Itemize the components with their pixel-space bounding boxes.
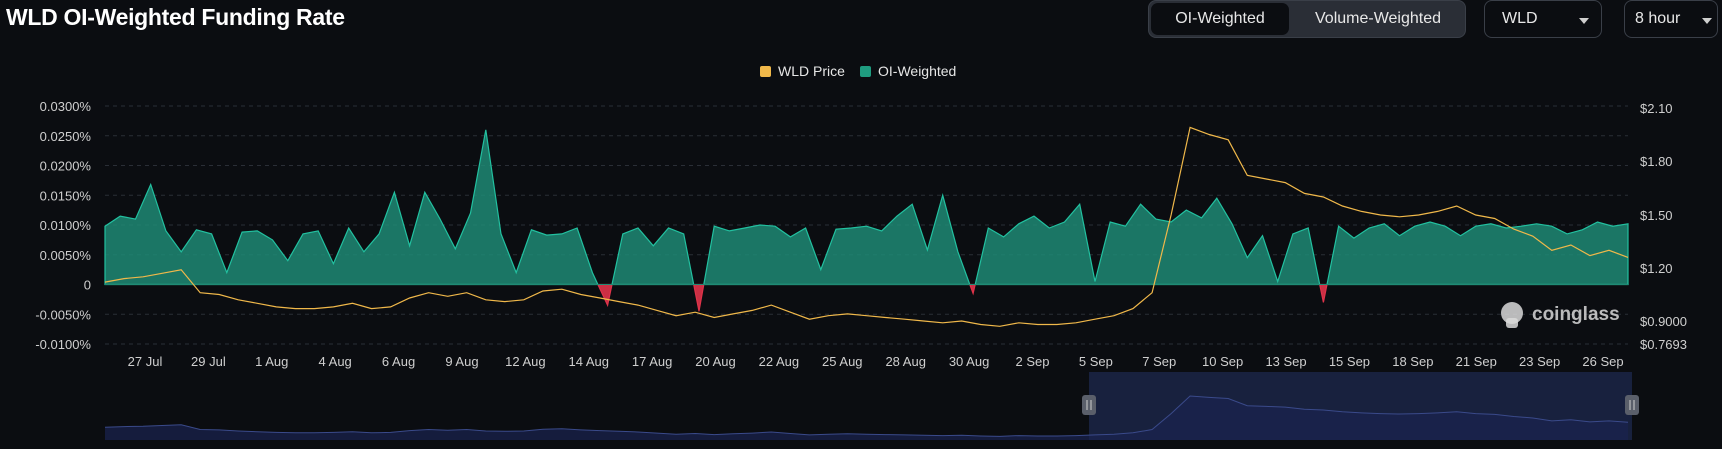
- legend-label: OI-Weighted: [878, 63, 956, 79]
- oi-area-negative: [597, 283, 613, 308]
- symbol-select[interactable]: WLD: [1484, 0, 1602, 38]
- y-tick-label: 0: [84, 278, 91, 293]
- x-tick-label: 22 Aug: [759, 354, 800, 369]
- x-tick-label: 4 Aug: [319, 354, 352, 369]
- toggle-oi-weighted[interactable]: OI-Weighted: [1151, 3, 1289, 35]
- oi-area-positive: [104, 129, 599, 286]
- y-right-tick-label: $1.50: [1640, 208, 1673, 223]
- x-tick-label: 15 Sep: [1329, 354, 1370, 369]
- symbol-select-value: WLD: [1502, 10, 1538, 27]
- coinglass-watermark-text: coinglass: [1532, 304, 1620, 325]
- oi-area-positive: [1326, 221, 1629, 286]
- interval-select[interactable]: 8 hour: [1624, 0, 1718, 38]
- x-tick-label: 29 Jul: [191, 354, 226, 369]
- x-axis: 27 Jul 29 Jul 1 Aug 4 Aug 6 Aug 9 Aug 12 Aug 14…: [128, 354, 1624, 369]
- oi-area-positive: [611, 227, 695, 286]
- y-tick-label: 0.0200%: [40, 159, 92, 174]
- x-tick-label: 2 Sep: [1015, 354, 1049, 369]
- chart-grid: [105, 105, 1628, 345]
- x-tick-label: 17 Aug: [632, 354, 673, 369]
- coinglass-logo-icon: [1501, 302, 1523, 324]
- coinglass-logo-icon-base: [1506, 318, 1518, 328]
- y-tick-label: 0.0300%: [40, 99, 92, 114]
- wld-price-line: [104, 126, 1629, 327]
- brush-handle-left[interactable]: [1082, 395, 1096, 415]
- y-tick-label: 0.0150%: [40, 188, 92, 203]
- y-right-tick-label: $1.80: [1640, 154, 1673, 169]
- oi-area-negative: [968, 283, 976, 296]
- x-tick-label: 1 Aug: [255, 354, 288, 369]
- chart-legend: WLD Price OI-Weighted: [760, 63, 956, 79]
- brush-line: [104, 395, 1629, 437]
- weighting-toggle[interactable]: OI-Weighted Volume-Weighted: [1148, 0, 1466, 38]
- y-right-tick-label: $0.7693: [1640, 337, 1687, 352]
- coinglass-watermark: coinglass: [1501, 302, 1620, 328]
- oi-weighted-series: [104, 129, 1629, 312]
- x-tick-label: 20 Aug: [695, 354, 736, 369]
- y-tick-label: 0.0050%: [40, 248, 92, 263]
- y-tick-label: 0.0100%: [40, 218, 92, 233]
- x-tick-label: 27 Jul: [128, 354, 163, 369]
- x-tick-label: 5 Sep: [1079, 354, 1113, 369]
- x-tick-label: 26 Sep: [1582, 354, 1623, 369]
- y-axis-left: 0.0300% 0.0250% 0.0200% 0.0150% 0.0100% 0.005…: [35, 99, 91, 352]
- x-tick-label: 18 Sep: [1392, 354, 1433, 369]
- wld-price-series: [104, 126, 1629, 327]
- y-right-tick-label: $2.10: [1640, 101, 1673, 116]
- x-tick-label: 6 Aug: [382, 354, 415, 369]
- x-tick-label: 23 Sep: [1519, 354, 1560, 369]
- legend-swatch: [760, 66, 771, 77]
- x-tick-label: 14 Aug: [568, 354, 609, 369]
- x-tick-label: 9 Aug: [445, 354, 478, 369]
- brush-handle-right[interactable]: [1625, 395, 1639, 415]
- x-tick-label: 25 Aug: [822, 354, 863, 369]
- oi-area-positive: [703, 193, 971, 286]
- interval-select-value: 8 hour: [1635, 10, 1681, 27]
- brush-area: [105, 396, 1628, 440]
- x-tick-label: 28 Aug: [885, 354, 926, 369]
- legend-swatch: [860, 66, 871, 77]
- x-tick-label: 10 Sep: [1202, 354, 1243, 369]
- y-right-tick-label: $0.9000: [1640, 314, 1687, 329]
- page-title: WLD OI-Weighted Funding Rate: [6, 4, 345, 30]
- range-brush[interactable]: [104, 372, 1639, 440]
- oi-area-positive: [974, 197, 1321, 286]
- x-tick-label: 7 Sep: [1142, 354, 1176, 369]
- x-tick-label: 21 Sep: [1456, 354, 1497, 369]
- toggle-volume-weighted[interactable]: Volume-Weighted: [1315, 10, 1441, 27]
- y-tick-label: 0.0250%: [40, 129, 92, 144]
- oi-area-negative: [1318, 283, 1328, 303]
- y-right-tick-label: $1.20: [1640, 261, 1673, 276]
- oi-area-negative: [693, 283, 705, 312]
- x-tick-label: 30 Aug: [949, 354, 990, 369]
- y-tick-label: -0.0050%: [35, 307, 91, 322]
- chevron-down-icon: [1579, 18, 1589, 24]
- y-axis-right: $2.10 $1.80 $1.50 $1.20 $0.9000 $0.7693: [1640, 101, 1687, 352]
- x-tick-label: 12 Aug: [505, 354, 546, 369]
- x-tick-label: 13 Sep: [1265, 354, 1306, 369]
- chevron-down-icon: [1702, 18, 1712, 24]
- y-tick-label: -0.0100%: [35, 337, 91, 352]
- legend-label: WLD Price: [778, 63, 845, 79]
